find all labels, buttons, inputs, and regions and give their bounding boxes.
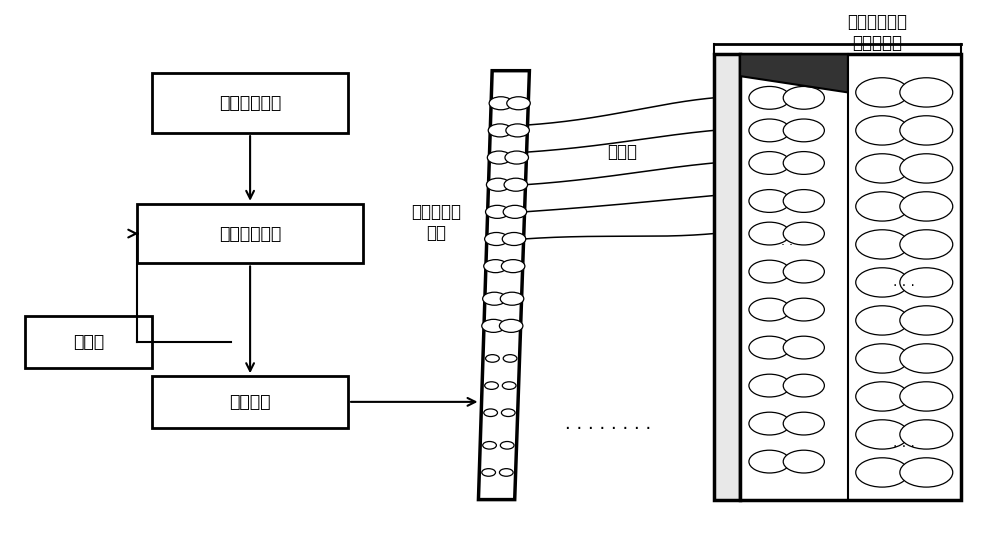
Circle shape: [749, 374, 790, 397]
Text: 通信端: 通信端: [73, 333, 104, 351]
Circle shape: [500, 442, 514, 449]
Text: · · · · · · · ·: · · · · · · · ·: [565, 420, 651, 438]
Circle shape: [749, 336, 790, 359]
Circle shape: [503, 355, 517, 362]
Bar: [137, 204, 363, 263]
Circle shape: [783, 374, 824, 397]
Text: 光纤束: 光纤束: [608, 143, 638, 161]
Circle shape: [487, 151, 511, 164]
Circle shape: [856, 192, 909, 221]
Circle shape: [900, 78, 953, 107]
Circle shape: [507, 97, 530, 110]
Text: 发光控制系统: 发光控制系统: [219, 224, 281, 243]
Circle shape: [749, 152, 790, 175]
Circle shape: [482, 469, 496, 476]
Circle shape: [783, 298, 824, 321]
Circle shape: [488, 124, 512, 137]
Circle shape: [749, 86, 790, 109]
Circle shape: [900, 154, 953, 183]
Text: . . .: . . .: [893, 435, 915, 450]
Polygon shape: [478, 71, 529, 500]
Circle shape: [900, 230, 953, 259]
Circle shape: [783, 260, 824, 283]
Bar: [25, 316, 152, 368]
Circle shape: [502, 233, 526, 245]
Circle shape: [486, 206, 509, 218]
Text: 交通可变情报
板显示面板: 交通可变情报 板显示面板: [847, 13, 907, 52]
Circle shape: [856, 344, 909, 373]
Circle shape: [900, 268, 953, 297]
Circle shape: [856, 382, 909, 411]
Circle shape: [900, 344, 953, 373]
Circle shape: [482, 319, 505, 332]
Circle shape: [499, 319, 523, 332]
Circle shape: [856, 230, 909, 259]
Text: 激光二级管
阵列: 激光二级管 阵列: [411, 203, 461, 242]
Circle shape: [485, 382, 498, 389]
Circle shape: [504, 178, 528, 191]
Circle shape: [783, 222, 824, 245]
Circle shape: [783, 450, 824, 473]
Circle shape: [856, 154, 909, 183]
Circle shape: [500, 292, 524, 305]
Bar: [152, 73, 348, 133]
Polygon shape: [740, 54, 848, 93]
Circle shape: [484, 260, 507, 273]
Circle shape: [856, 306, 909, 335]
Circle shape: [900, 458, 953, 487]
Circle shape: [484, 409, 497, 417]
Text: . . .: . . .: [893, 275, 915, 289]
Circle shape: [783, 86, 824, 109]
Circle shape: [506, 124, 529, 137]
Circle shape: [483, 442, 496, 449]
Circle shape: [486, 178, 510, 191]
Polygon shape: [714, 54, 740, 500]
Circle shape: [485, 233, 508, 245]
Circle shape: [856, 268, 909, 297]
Circle shape: [501, 409, 515, 417]
Circle shape: [749, 189, 790, 212]
Bar: [152, 376, 348, 428]
Circle shape: [856, 116, 909, 145]
Circle shape: [900, 192, 953, 221]
Circle shape: [856, 458, 909, 487]
Circle shape: [486, 355, 499, 362]
Circle shape: [900, 420, 953, 449]
Circle shape: [499, 469, 513, 476]
Circle shape: [783, 412, 824, 435]
Polygon shape: [740, 54, 961, 500]
Circle shape: [501, 260, 525, 273]
Circle shape: [783, 152, 824, 175]
Circle shape: [900, 306, 953, 335]
Circle shape: [749, 260, 790, 283]
Circle shape: [900, 116, 953, 145]
Text: . . . .: . . . .: [773, 235, 801, 248]
Circle shape: [783, 336, 824, 359]
Circle shape: [749, 119, 790, 142]
Circle shape: [483, 292, 506, 305]
Circle shape: [783, 189, 824, 212]
Circle shape: [749, 222, 790, 245]
Circle shape: [783, 119, 824, 142]
Circle shape: [749, 450, 790, 473]
Circle shape: [503, 206, 527, 218]
Circle shape: [900, 382, 953, 411]
Text: 能见度感知器: 能见度感知器: [219, 94, 281, 112]
Circle shape: [502, 382, 516, 389]
Circle shape: [489, 97, 513, 110]
Text: 电源系统: 电源系统: [229, 393, 271, 411]
Circle shape: [856, 420, 909, 449]
Circle shape: [749, 298, 790, 321]
Circle shape: [505, 151, 528, 164]
Circle shape: [749, 412, 790, 435]
Circle shape: [856, 78, 909, 107]
